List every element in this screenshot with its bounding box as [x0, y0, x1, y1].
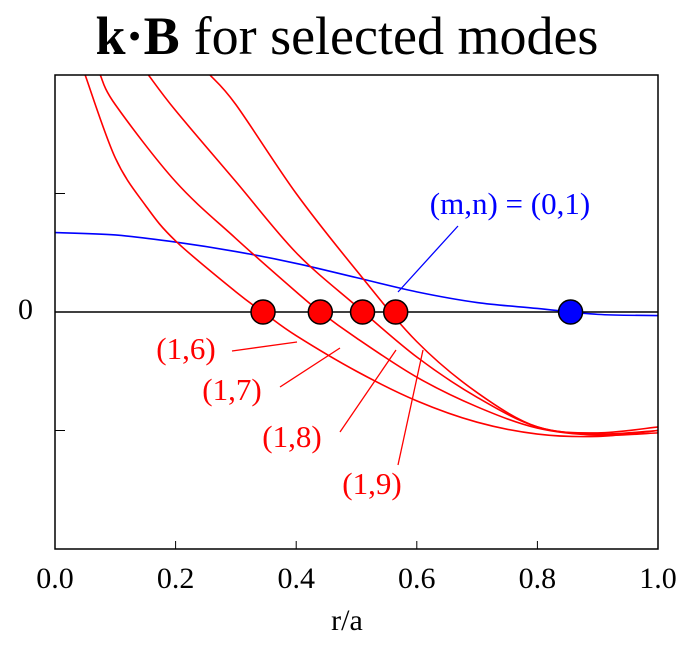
x-tick-label: 1.0 — [639, 562, 677, 595]
x-tick-label: 0.2 — [157, 562, 195, 595]
x-tick-label: 0.4 — [277, 562, 315, 595]
zero-marker — [349, 299, 376, 325]
curve-label: (1,6) — [156, 331, 215, 366]
chart-title-wrap: k·B for selected modes — [96, 6, 599, 66]
curve — [99, 75, 658, 437]
label-pointer — [397, 349, 424, 466]
curve-label: (1,8) — [262, 419, 321, 454]
curve — [84, 75, 658, 438]
plot-frame — [54, 74, 659, 550]
curve-label: (1,9) — [342, 466, 401, 501]
plot-area — [55, 75, 658, 438]
label-pointer — [339, 349, 397, 433]
zero-marker — [307, 299, 334, 325]
label-pointer — [231, 341, 298, 352]
label-pointer — [397, 225, 459, 293]
zero-marker — [382, 299, 409, 325]
curve — [55, 231, 658, 317]
curve-label: (m,n) = (0,1) — [430, 186, 590, 221]
x-tick-label: 0.8 — [519, 562, 557, 595]
title-symbol: k·B — [96, 6, 180, 66]
curve-label: (1,7) — [202, 372, 261, 407]
chart-title: for selected modes — [194, 6, 599, 66]
x-axis-label: r/a — [331, 604, 363, 637]
y-tick-label: 0 — [18, 293, 33, 326]
label-pointer — [279, 347, 341, 388]
curve — [209, 75, 658, 434]
x-tick-label: 0.0 — [36, 562, 74, 595]
x-tick-label: 0.6 — [398, 562, 436, 595]
zero-marker — [557, 299, 584, 325]
zero-marker — [250, 299, 276, 325]
